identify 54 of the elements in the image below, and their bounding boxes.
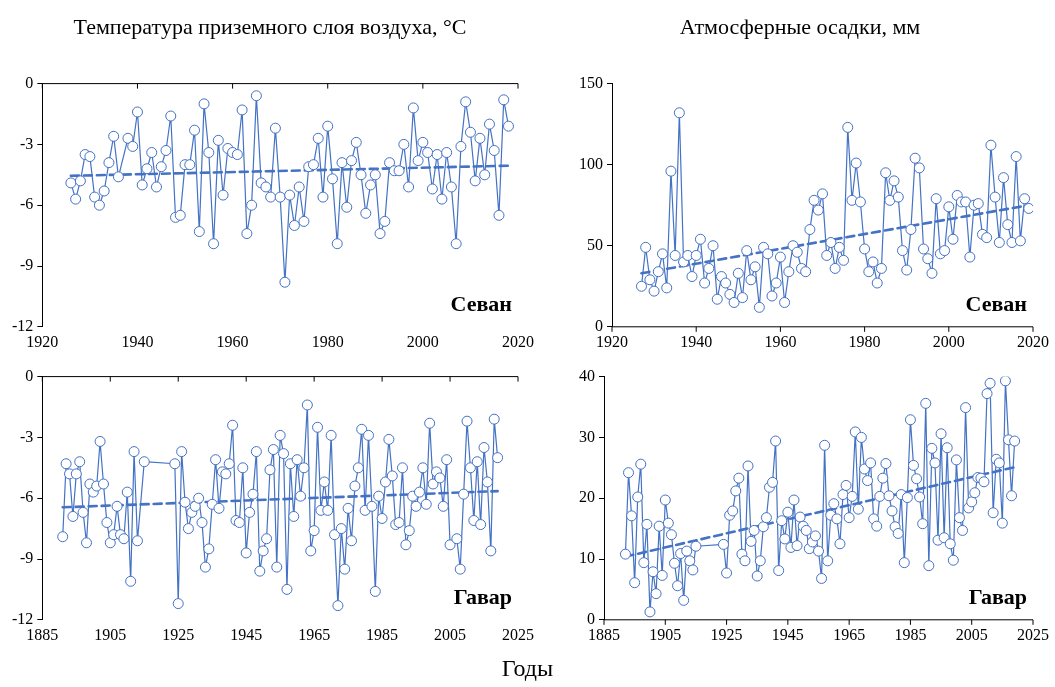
annotation: Гавар xyxy=(453,583,512,609)
y-tick-label: -12 xyxy=(12,317,34,334)
x-tick-label: 1945 xyxy=(230,625,263,643)
x-tick-label: 1985 xyxy=(366,625,399,643)
x-tick-label: 1945 xyxy=(771,625,804,643)
x-tick-label: 2005 xyxy=(955,625,988,643)
x-tick-label: 1965 xyxy=(298,625,331,643)
x-tick-label: 2025 xyxy=(502,625,534,643)
x-tick-label: 1885 xyxy=(588,625,620,643)
y-tick-label: 0 xyxy=(595,317,603,334)
x-tick-label: 1980 xyxy=(848,332,881,350)
x-tick-label: 1905 xyxy=(649,625,682,643)
y-tick-label: -9 xyxy=(20,549,34,567)
x-tick-label: 1980 xyxy=(311,332,344,350)
y-tick-label: -6 xyxy=(20,488,34,506)
x-tick-label: 1960 xyxy=(216,332,249,350)
x-tick-label: 1960 xyxy=(764,332,797,350)
x-tick-label: 1925 xyxy=(162,625,195,643)
y-tick-label: 0 xyxy=(587,610,595,627)
chart-title: Температура приземного слоя воздуха, °C xyxy=(72,14,468,40)
x-tick-label: 1925 xyxy=(710,625,743,643)
x-tick-label: 1940 xyxy=(121,332,154,350)
chart-title: Атмосферные осадки, мм xyxy=(678,14,922,40)
y-tick-label: -6 xyxy=(20,195,34,213)
x-tick-label: 2000 xyxy=(406,332,439,350)
annotation: Севан xyxy=(965,290,1028,316)
x-tick-label: 1905 xyxy=(94,625,127,643)
y-tick-label: 30 xyxy=(579,427,595,445)
x-axis-title: Годы xyxy=(500,655,555,682)
y-tick-label: -3 xyxy=(20,427,34,445)
x-tick-label: 2025 xyxy=(1017,625,1049,643)
y-tick-label: -9 xyxy=(20,256,34,274)
x-tick-label: 2020 xyxy=(1017,332,1049,350)
x-tick-label: 1965 xyxy=(833,625,866,643)
x-tick-label: 1985 xyxy=(894,625,927,643)
x-tick-label: 1920 xyxy=(596,332,628,350)
y-tick-label: 0 xyxy=(25,366,34,384)
x-tick-label: 2005 xyxy=(434,625,467,643)
x-tick-label: 1940 xyxy=(680,332,713,350)
y-tick-label: -12 xyxy=(12,610,34,627)
annotation: Севан xyxy=(450,290,513,316)
y-tick-label: 100 xyxy=(579,154,603,172)
x-tick-label: 1885 xyxy=(26,625,59,643)
y-tick-label: 20 xyxy=(579,488,595,506)
x-tick-label: 2000 xyxy=(932,332,965,350)
y-tick-label: 10 xyxy=(579,549,595,567)
y-tick-label: 150 xyxy=(579,73,603,91)
y-tick-label: 0 xyxy=(25,73,34,91)
x-tick-label: 1920 xyxy=(26,332,59,350)
y-tick-label: -3 xyxy=(20,134,34,152)
y-tick-label: 50 xyxy=(587,235,603,253)
x-tick-label: 2020 xyxy=(502,332,534,350)
y-tick-label: 40 xyxy=(579,366,595,384)
annotation: Гавар xyxy=(968,583,1027,609)
